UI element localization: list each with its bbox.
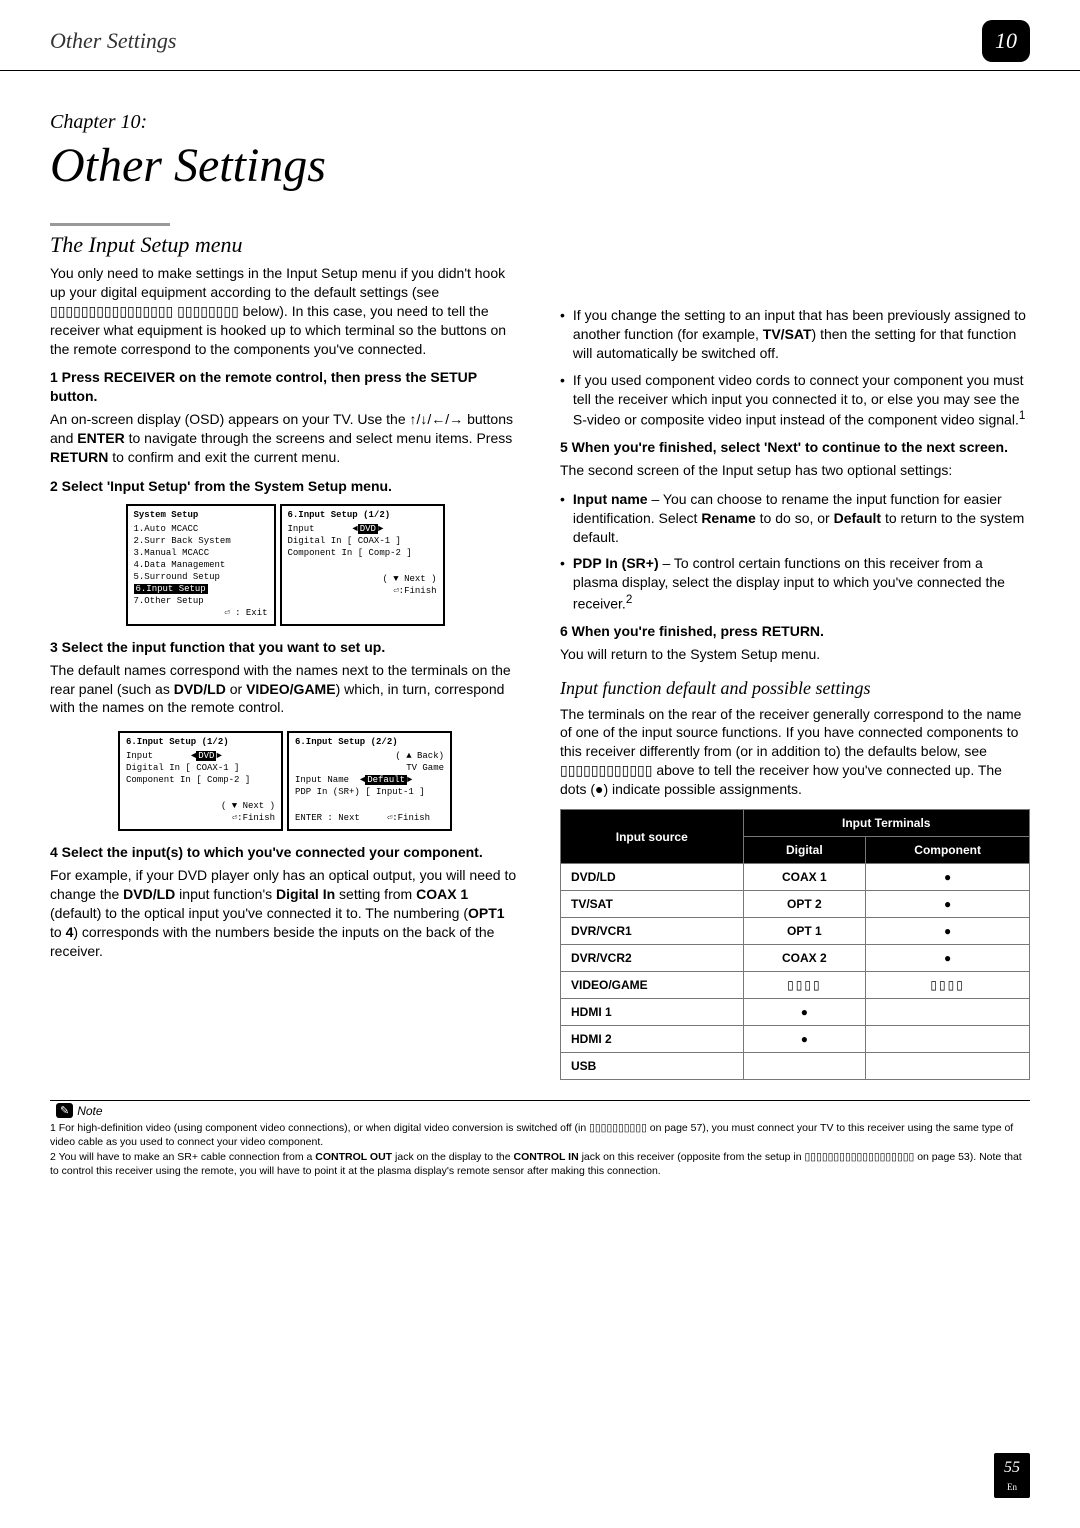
bullet-icon: [560, 371, 565, 430]
subsection-title: Input function default and possible sett…: [560, 678, 1030, 699]
content-area: Chapter 10: Other Settings The Input Set…: [0, 71, 1080, 1080]
bullet-icon: [560, 306, 565, 363]
table-row: HDMI 2: [561, 1026, 1030, 1053]
subsection-body: The terminals on the rear of the receive…: [560, 705, 1030, 799]
step-2: 2 Select 'Input Setup' from the System S…: [50, 477, 520, 496]
section-title: The Input Setup menu: [50, 232, 520, 258]
chapter-title: Other Settings: [50, 138, 520, 193]
right-column: If you change the setting to an input th…: [560, 111, 1030, 1080]
left-column: Chapter 10: Other Settings The Input Set…: [50, 111, 520, 1080]
osd-system-setup: System Setup 1.Auto MCACC 2.Surr Back Sy…: [126, 504, 276, 626]
step-5: 5 When you're finished, select 'Next' to…: [560, 438, 1030, 457]
chapter-label: Chapter 10:: [50, 111, 520, 134]
bullet-4: PDP In (SR+) – To control certain functi…: [560, 554, 1030, 613]
osd-pair-1: System Setup 1.Auto MCACC 2.Surr Back Sy…: [50, 500, 520, 630]
table-row: DVR/VCR2COAX 2: [561, 945, 1030, 972]
th-input-terminals: Input Terminals: [743, 810, 1030, 837]
osd-input-setup-3: 6.Input Setup (2/2) ( ▲ Back) TV Game In…: [287, 731, 452, 831]
osd-pair-2: 6.Input Setup (1/2) Input ◄DVD► Digital …: [50, 727, 520, 835]
table-row: DVR/VCR1OPT 1: [561, 918, 1030, 945]
note-label: Note: [50, 1101, 109, 1120]
footnote-2: 2 You will have to make an SR+ cable con…: [0, 1151, 1080, 1178]
table-row: VIDEO/GAME: [561, 972, 1030, 999]
step-4-body: For example, if your DVD player only has…: [50, 866, 520, 960]
step-5-body: The second screen of the Input setup has…: [560, 461, 1030, 480]
step-3: 3 Select the input function that you wan…: [50, 638, 520, 657]
note-section: Note: [50, 1100, 1030, 1120]
table-row: USB: [561, 1053, 1030, 1080]
th-input-source: Input source: [561, 810, 744, 864]
osd-input-setup-1: 6.Input Setup (1/2) Input ◄DVD► Digital …: [280, 504, 445, 626]
step-3-body: The default names correspond with the na…: [50, 661, 520, 718]
header-title: Other Settings: [50, 28, 177, 54]
table-row: DVD/LDCOAX 1: [561, 864, 1030, 891]
page-number: 55 En: [994, 1453, 1030, 1498]
input-terminals-table: Input source Input Terminals Digital Com…: [560, 809, 1030, 1080]
th-component: Component: [866, 837, 1030, 864]
bullet-icon: [560, 554, 565, 613]
intro-paragraph: You only need to make settings in the In…: [50, 264, 520, 358]
th-digital: Digital: [743, 837, 866, 864]
bullet-1: If you change the setting to an input th…: [560, 306, 1030, 363]
table-row: TV/SATOPT 2: [561, 891, 1030, 918]
section-rule: [50, 223, 170, 226]
step-1-body: An on-screen display (OSD) appears on yo…: [50, 410, 520, 467]
step-1: 1 Press RECEIVER on the remote control, …: [50, 368, 520, 406]
step-4: 4 Select the input(s) to which you've co…: [50, 843, 520, 862]
step-6-body: You will return to the System Setup menu…: [560, 645, 1030, 664]
bullet-3: Input name – You can choose to rename th…: [560, 490, 1030, 547]
bullet-icon: [560, 490, 565, 547]
footnote-1: 1 For high-definition video (using compo…: [0, 1122, 1080, 1149]
page-header: Other Settings 10: [0, 0, 1080, 71]
table-row: HDMI 1: [561, 999, 1030, 1026]
step-6: 6 When you're finished, press RETURN.: [560, 622, 1030, 641]
chapter-badge: 10: [982, 20, 1030, 62]
osd-input-setup-2: 6.Input Setup (1/2) Input ◄DVD► Digital …: [118, 731, 283, 831]
bullet-2: If you used component video cords to con…: [560, 371, 1030, 430]
